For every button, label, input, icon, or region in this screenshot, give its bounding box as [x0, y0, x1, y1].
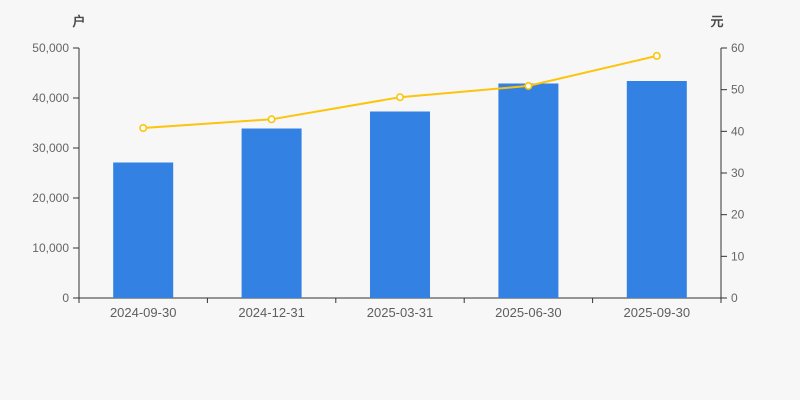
- line-point[interactable]: [524, 81, 533, 90]
- bar[interactable]: [113, 162, 174, 299]
- right-axis-unit: 元: [710, 14, 723, 29]
- left-axis-tick-label: 30,000: [32, 141, 69, 155]
- line-point[interactable]: [652, 51, 661, 60]
- left-axis-tick-label: 50,000: [32, 41, 69, 55]
- right-axis-tick-label: 50: [731, 83, 745, 97]
- axes-layer: 0 10,000 20,000 30,000 40,000 50,000 0 10 20 30 40…: [32, 41, 744, 320]
- line-point[interactable]: [139, 124, 148, 133]
- x-axis-label: 2024-12-31: [238, 305, 305, 320]
- x-axis-label: 2025-09-30: [624, 305, 691, 320]
- left-axis-tick-label: 20,000: [32, 191, 69, 205]
- line-point[interactable]: [267, 115, 276, 124]
- bar[interactable]: [498, 83, 559, 299]
- left-axis-tick-label: 10,000: [32, 241, 69, 255]
- line-series: [139, 51, 661, 133]
- left-axis-tick-label: 40,000: [32, 91, 69, 105]
- x-axis-label: 2024-09-30: [110, 305, 177, 320]
- right-axis-tick-label: 60: [731, 41, 745, 55]
- right-axis-tick-label: 20: [731, 208, 745, 222]
- right-axis-tick-label: 30: [731, 166, 745, 180]
- bar-series: [113, 81, 687, 298]
- right-axis-tick-label: 10: [731, 249, 745, 263]
- left-axis-tick-label: 0: [62, 291, 69, 305]
- x-axis-label: 2025-03-31: [367, 305, 434, 320]
- line-point[interactable]: [395, 93, 404, 102]
- bar[interactable]: [626, 81, 687, 298]
- bar[interactable]: [370, 111, 430, 299]
- left-axis-unit: 户: [72, 14, 85, 29]
- right-axis-tick-label: 0: [731, 291, 738, 305]
- bar[interactable]: [241, 128, 302, 299]
- right-axis-tick-label: 40: [731, 124, 745, 138]
- x-axis-label: 2025-06-30: [495, 305, 562, 320]
